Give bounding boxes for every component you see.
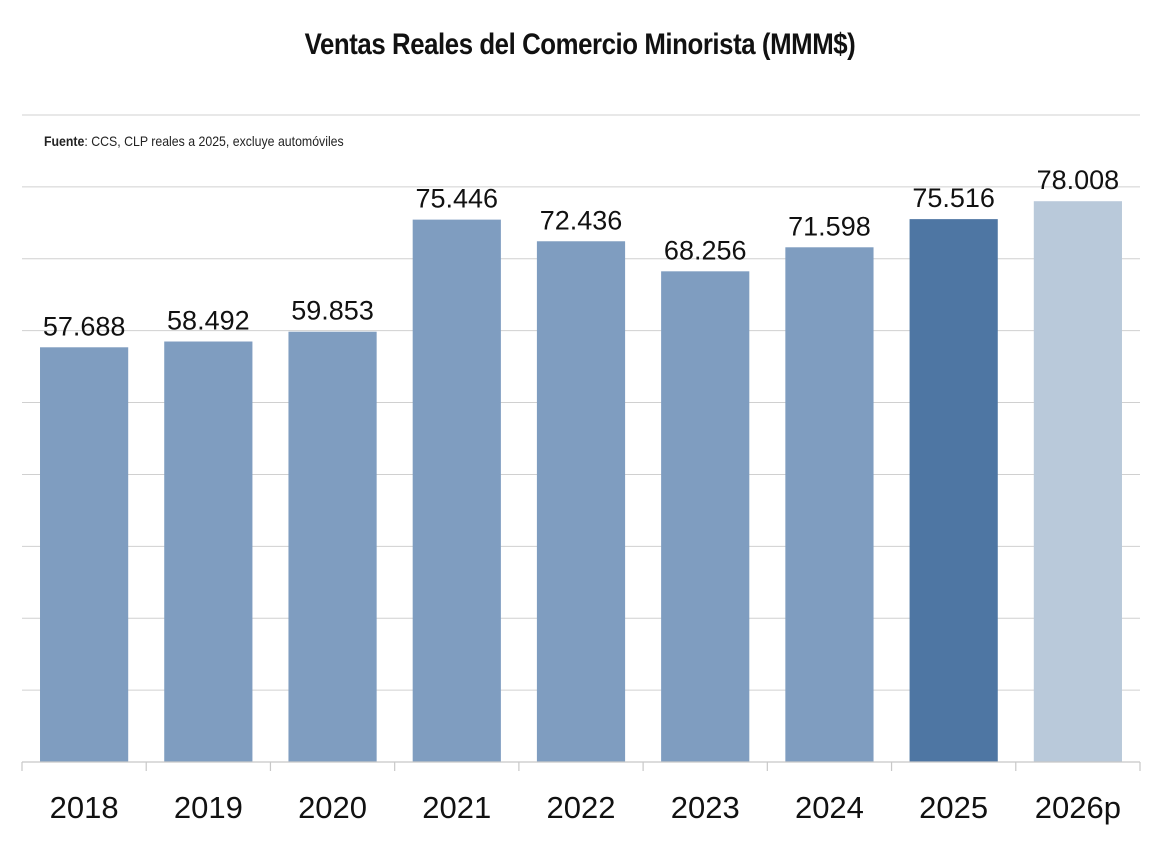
source-note: Fuente: CCS, CLP reales a 2025, excluye … [44, 133, 344, 149]
chart-title: Ventas Reales del Comercio Minorista (MM… [304, 28, 856, 61]
source-label: Fuente [44, 133, 85, 149]
x-tick-label-2025: 2025 [919, 790, 988, 825]
x-tick-label-2018: 2018 [50, 790, 119, 825]
x-tick-label-2022: 2022 [547, 790, 616, 825]
data-label-2025: 75.516 [912, 183, 995, 213]
data-label-2024: 71.598 [788, 211, 871, 241]
x-tick-label-2023: 2023 [671, 790, 740, 825]
data-label-2026p: 78.008 [1037, 165, 1120, 195]
bar-2025 [909, 219, 998, 762]
data-label-2023: 68.256 [664, 235, 747, 265]
bar-2021 [412, 219, 501, 763]
x-tick-label-2019: 2019 [174, 790, 243, 825]
data-label-2021: 75.446 [415, 184, 498, 214]
bar-2022 [536, 241, 626, 763]
bar-2023 [661, 271, 750, 762]
bar-2018 [40, 347, 129, 762]
x-tick-label-2026p: 2026p [1035, 790, 1121, 825]
data-label-2020: 59.853 [291, 296, 374, 326]
bar-2024 [785, 247, 874, 763]
x-tick-label-2024: 2024 [795, 790, 864, 825]
bar-2026p [1033, 201, 1122, 762]
data-label-2019: 58.492 [167, 306, 250, 336]
source-text: : CCS, CLP reales a 2025, excluye automó… [84, 133, 344, 149]
bar-2019 [164, 341, 253, 762]
data-label-2022: 72.436 [540, 205, 623, 235]
data-label-2018: 57.688 [43, 311, 126, 341]
bar-2020 [288, 331, 377, 762]
x-tick-label-2020: 2020 [298, 790, 367, 825]
x-tick-label-2021: 2021 [422, 790, 491, 825]
